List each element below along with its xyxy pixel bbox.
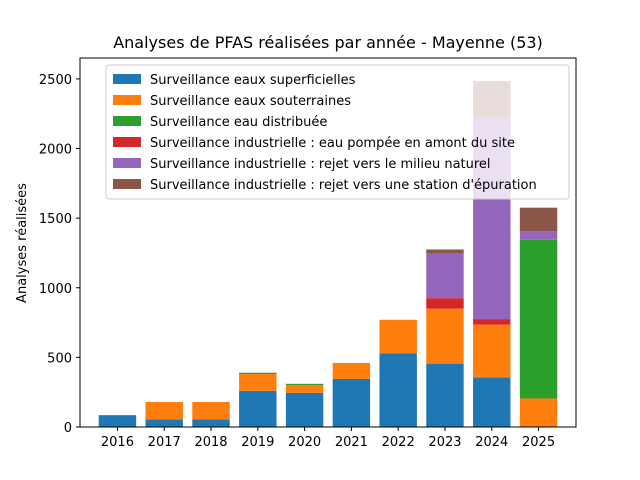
x-tick-label: 2022 [382, 435, 415, 450]
bar-2022-series-1 [379, 319, 417, 354]
x-tick-label: 2020 [288, 435, 321, 450]
y-tick-label: 1000 [39, 282, 72, 297]
x-tick-label: 2021 [335, 435, 368, 450]
legend-label: Surveillance eau distribuée [150, 115, 327, 130]
bar-2020-series-0 [285, 392, 324, 427]
bar-2020-series-1 [285, 385, 324, 393]
y-tick-label: 2500 [39, 73, 72, 88]
bar-2017-series-0 [145, 419, 183, 427]
x-tick-label: 2019 [241, 435, 274, 450]
x-tick-label: 2025 [522, 435, 555, 450]
bar-2023-series-1 [426, 308, 464, 364]
legend-swatch [113, 179, 141, 189]
bar-2021-series-1 [332, 362, 371, 379]
legend-swatch [113, 137, 141, 147]
bar-2023-series-0 [426, 363, 464, 427]
bar-2024-series-3 [473, 319, 511, 325]
bar-2018-series-1 [192, 401, 230, 420]
y-tick-label: 1500 [39, 212, 72, 227]
bar-2018-series-0 [192, 419, 230, 427]
bar-2023-series-5 [426, 249, 464, 254]
bar-2022-series-0 [379, 353, 417, 427]
plot-frame [79, 57, 577, 428]
legend-label: Surveillance industrielle : rejet vers u… [150, 178, 537, 193]
y-tick-label: 0 [64, 421, 72, 436]
bar-2019-series-2 [239, 372, 277, 375]
bar-2025-series-5 [519, 207, 558, 232]
bar-2024-series-1 [473, 324, 511, 378]
x-tick-label: 2023 [428, 435, 461, 450]
bar-2025-series-2 [519, 239, 558, 399]
y-axis-label: Analyses réalisées [15, 183, 30, 303]
x-tick-label: 2018 [194, 435, 227, 450]
legend-swatch [113, 116, 141, 126]
legend-label: Surveillance industrielle : eau pompée e… [150, 136, 515, 151]
bar-2017-series-1 [145, 401, 183, 420]
legend-label: Surveillance eaux superficielles [150, 73, 356, 88]
bar-2020-series-2 [285, 383, 324, 386]
bar-2025-series-4 [519, 231, 558, 240]
x-tick-label: 2024 [475, 435, 508, 450]
bar-2024-series-0 [473, 377, 511, 427]
x-tick-label: 2016 [101, 435, 134, 450]
chart-title: Analyses de PFAS réalisées par année - M… [113, 33, 543, 52]
bar-2023-series-4 [426, 253, 464, 299]
legend-swatch [113, 95, 141, 105]
bar-2025-series-1 [519, 398, 558, 427]
bar-2019-series-1 [239, 374, 277, 391]
axes-layer: 0 500 1000 1500 2000 2500 2016 2017 2018 2019 2020… [39, 57, 577, 450]
legend-box [105, 64, 570, 200]
bar-2016-series-0 [98, 415, 137, 427]
legend-label: Surveillance industrielle : rejet vers l… [150, 157, 491, 172]
y-tick-label: 500 [47, 351, 72, 366]
y-tick-label: 2000 [39, 143, 72, 158]
bar-2021-series-0 [332, 378, 371, 427]
legend: Surveillance eaux superficielles Surveill… [105, 64, 570, 200]
legend-swatch [113, 158, 141, 168]
legend-swatch [113, 74, 141, 84]
legend-label: Surveillance eaux souterraines [150, 94, 351, 109]
x-tick-label: 2017 [148, 435, 181, 450]
bar-2019-series-0 [239, 390, 277, 427]
bar-2023-series-3 [426, 298, 464, 309]
